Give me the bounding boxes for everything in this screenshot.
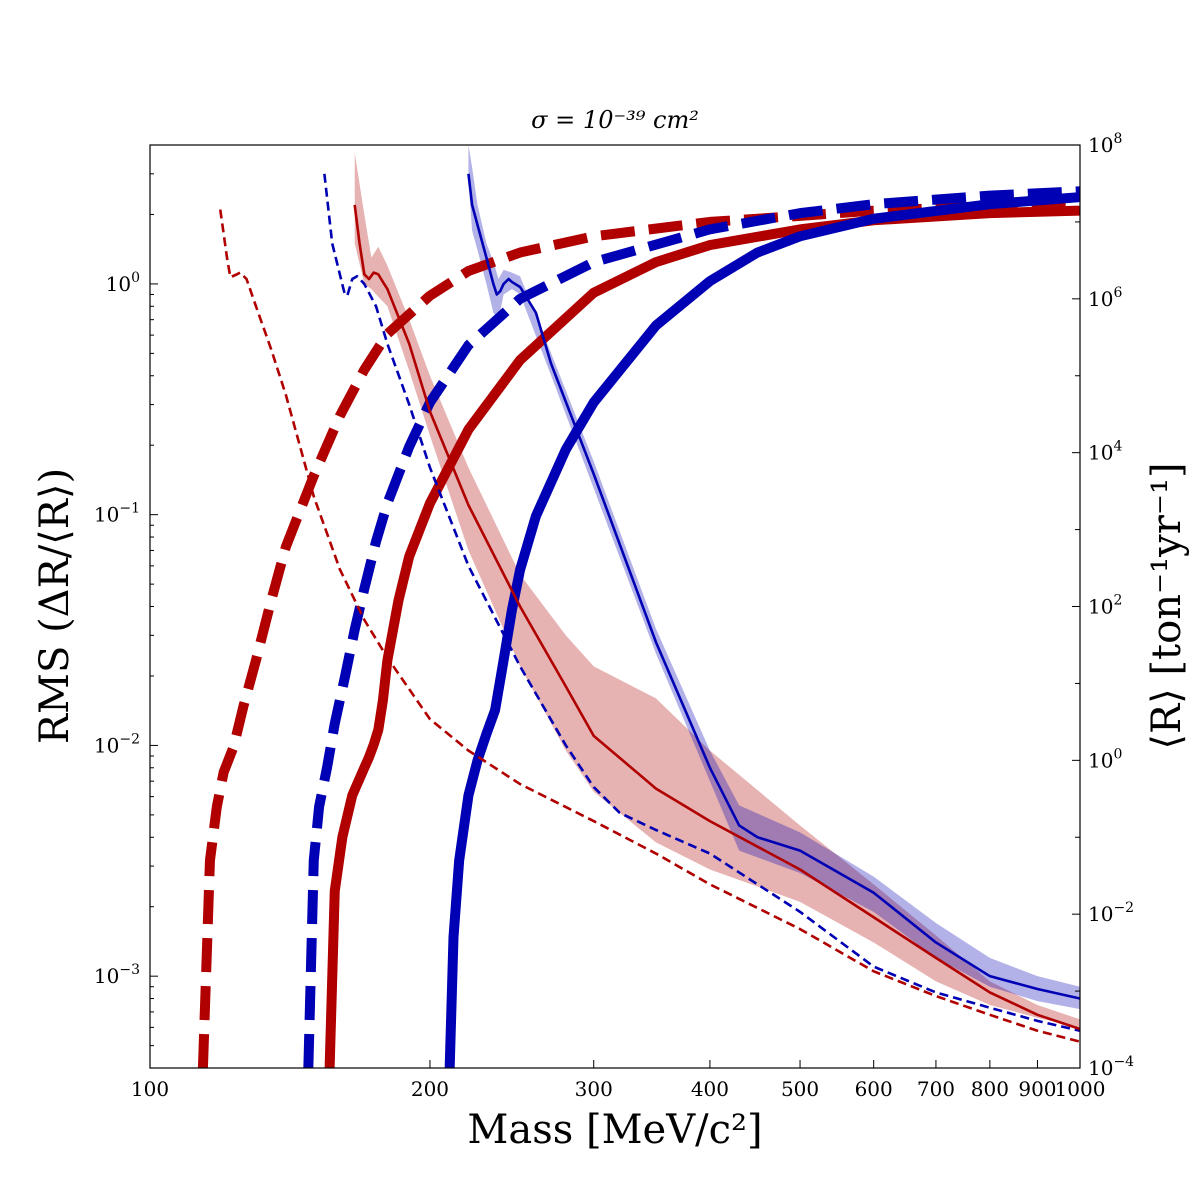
rms-blue-solid-band — [468, 145, 1080, 1010]
x-tick-label-400: 400 — [691, 1077, 729, 1101]
y-right-tick-label: 102 — [1088, 593, 1122, 619]
x-tick-label-700: 700 — [917, 1077, 955, 1101]
y-right-tick-label: 104 — [1088, 439, 1122, 465]
y-left-tick-label: 10−1 — [94, 501, 140, 527]
x-tick-label-800: 800 — [971, 1077, 1009, 1101]
x-tick-label-200: 200 — [411, 1077, 449, 1101]
y-axis-label-right: ⟨R⟩ [ton⁻¹yr⁻¹] — [1144, 462, 1190, 749]
y-right-tick-label: 106 — [1088, 285, 1122, 311]
y-right-tick-label: 108 — [1088, 131, 1122, 157]
x-tick-label-1000: 1000 — [1055, 1077, 1106, 1101]
chart-title: σ = 10⁻³⁹ cm² — [531, 106, 699, 134]
y-left-tick-label: 10−2 — [94, 731, 140, 757]
rms-blue-solid-line — [467, 173, 1080, 1000]
y-right-tick-label: 10−2 — [1088, 900, 1134, 926]
axis-ticks — [149, 144, 1081, 1069]
x-tick-label-600: 600 — [855, 1077, 893, 1101]
plot-area — [197, 145, 1080, 1068]
rate-blue-dashed-line — [303, 186, 1080, 1068]
y-right-tick-label: 10−4 — [1088, 1054, 1134, 1080]
x-tick-label-300: 300 — [575, 1077, 613, 1101]
rate-blue-solid-line — [444, 192, 1080, 1068]
y-left-tick-label: 100 — [106, 270, 140, 296]
x-axis-label: Mass [MeV/c²] — [467, 1107, 762, 1153]
rms-red-solid-line — [353, 204, 1080, 1031]
y-left-tick-label: 10−3 — [94, 962, 140, 988]
x-tick-label-900: 900 — [1018, 1077, 1056, 1101]
rms-red-dashed-line — [218, 209, 1080, 1043]
rate-red-solid-line — [324, 205, 1080, 1068]
y-axis-label-left: RMS (ΔR/⟨R⟩) — [32, 468, 78, 744]
x-tick-label-100: 100 — [131, 1077, 169, 1101]
rms-red-solid-band — [354, 152, 1080, 1028]
x-tick-label-500: 500 — [781, 1077, 819, 1101]
y-right-tick-label: 100 — [1088, 746, 1122, 772]
